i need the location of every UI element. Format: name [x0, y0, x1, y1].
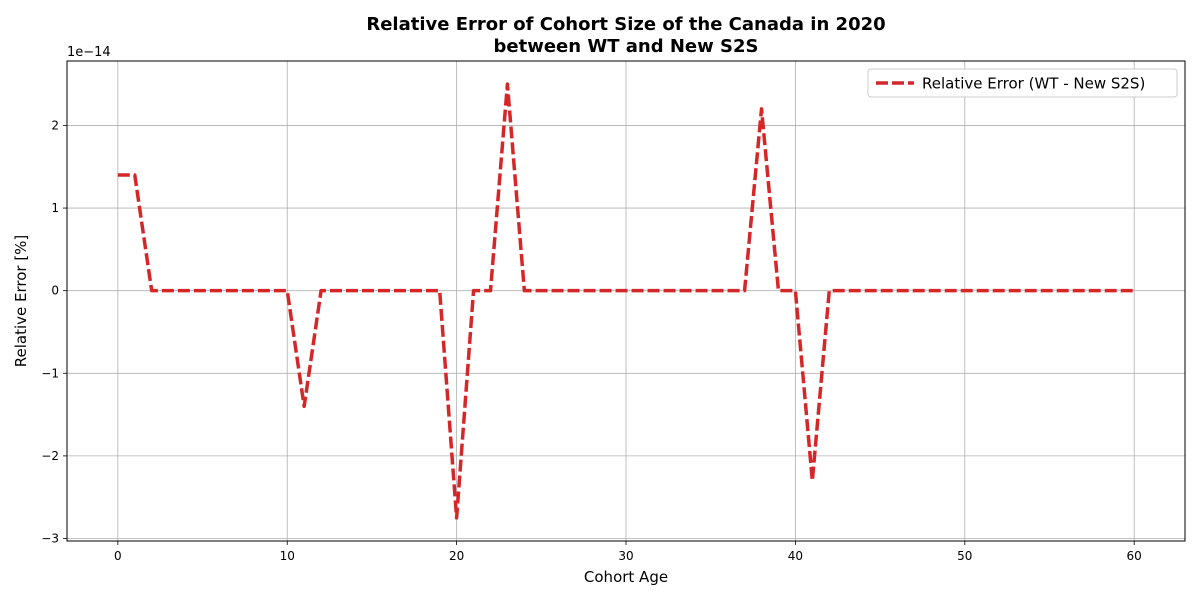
x-tick-label: 40: [788, 549, 803, 563]
x-axis-label: Cohort Age: [584, 568, 668, 586]
y-axis-label: Relative Error [%]: [12, 235, 30, 368]
x-tick-label: 0: [114, 549, 122, 563]
chart-title-line-2: between WT and New S2S: [494, 36, 759, 57]
x-tick-label: 50: [957, 549, 972, 563]
y-tick-label: −3: [41, 532, 59, 546]
y-tick-label: −1: [41, 366, 59, 380]
grid: [67, 61, 1185, 541]
legend: Relative Error (WT - New S2S): [867, 68, 1178, 98]
x-tick-label: 20: [449, 549, 464, 563]
y-tick-label: 2: [51, 118, 59, 132]
x-axis: 0 10 20 30 40 50 60: [114, 541, 1142, 563]
y-tick-label: 0: [51, 284, 59, 298]
series-line: [117, 82, 1135, 520]
x-tick-label: 30: [618, 549, 633, 563]
legend-label: Relative Error (WT - New S2S): [922, 75, 1145, 93]
y-axis: −3 −2 −1 0 1 2: [41, 118, 67, 546]
y-offset-label: 1e−14: [67, 45, 111, 60]
chart-title-line-1: Relative Error of Cohort Size of the Can…: [366, 14, 885, 35]
y-tick-label: −2: [41, 449, 59, 463]
y-tick-label: 1: [51, 201, 59, 215]
series-layer: [117, 82, 1135, 520]
legend-box: [867, 68, 1178, 98]
x-tick-label: 60: [1127, 549, 1142, 563]
x-tick-label: 10: [280, 549, 295, 563]
